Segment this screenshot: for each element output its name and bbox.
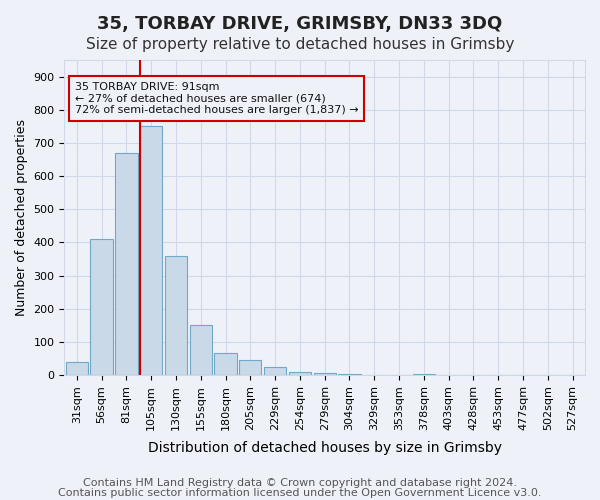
Bar [214,354,236,375]
Bar [289,372,311,375]
Y-axis label: Number of detached properties: Number of detached properties [15,119,28,316]
Text: Contains public sector information licensed under the Open Government Licence v3: Contains public sector information licen… [58,488,542,498]
Bar [239,360,262,375]
X-axis label: Distribution of detached houses by size in Grimsby: Distribution of detached houses by size … [148,441,502,455]
Bar [264,367,286,375]
Bar [165,256,187,375]
Text: 35 TORBAY DRIVE: 91sqm
← 27% of detached houses are smaller (674)
72% of semi-de: 35 TORBAY DRIVE: 91sqm ← 27% of detached… [75,82,358,116]
Bar [190,326,212,375]
Bar [338,374,361,375]
Bar [65,362,88,375]
Text: Size of property relative to detached houses in Grimsby: Size of property relative to detached ho… [86,38,514,52]
Text: Contains HM Land Registry data © Crown copyright and database right 2024.: Contains HM Land Registry data © Crown c… [83,478,517,488]
Bar [140,126,163,375]
Text: 35, TORBAY DRIVE, GRIMSBY, DN33 3DQ: 35, TORBAY DRIVE, GRIMSBY, DN33 3DQ [97,15,503,33]
Bar [91,239,113,375]
Bar [115,153,137,375]
Bar [314,374,336,375]
Bar [413,374,435,375]
